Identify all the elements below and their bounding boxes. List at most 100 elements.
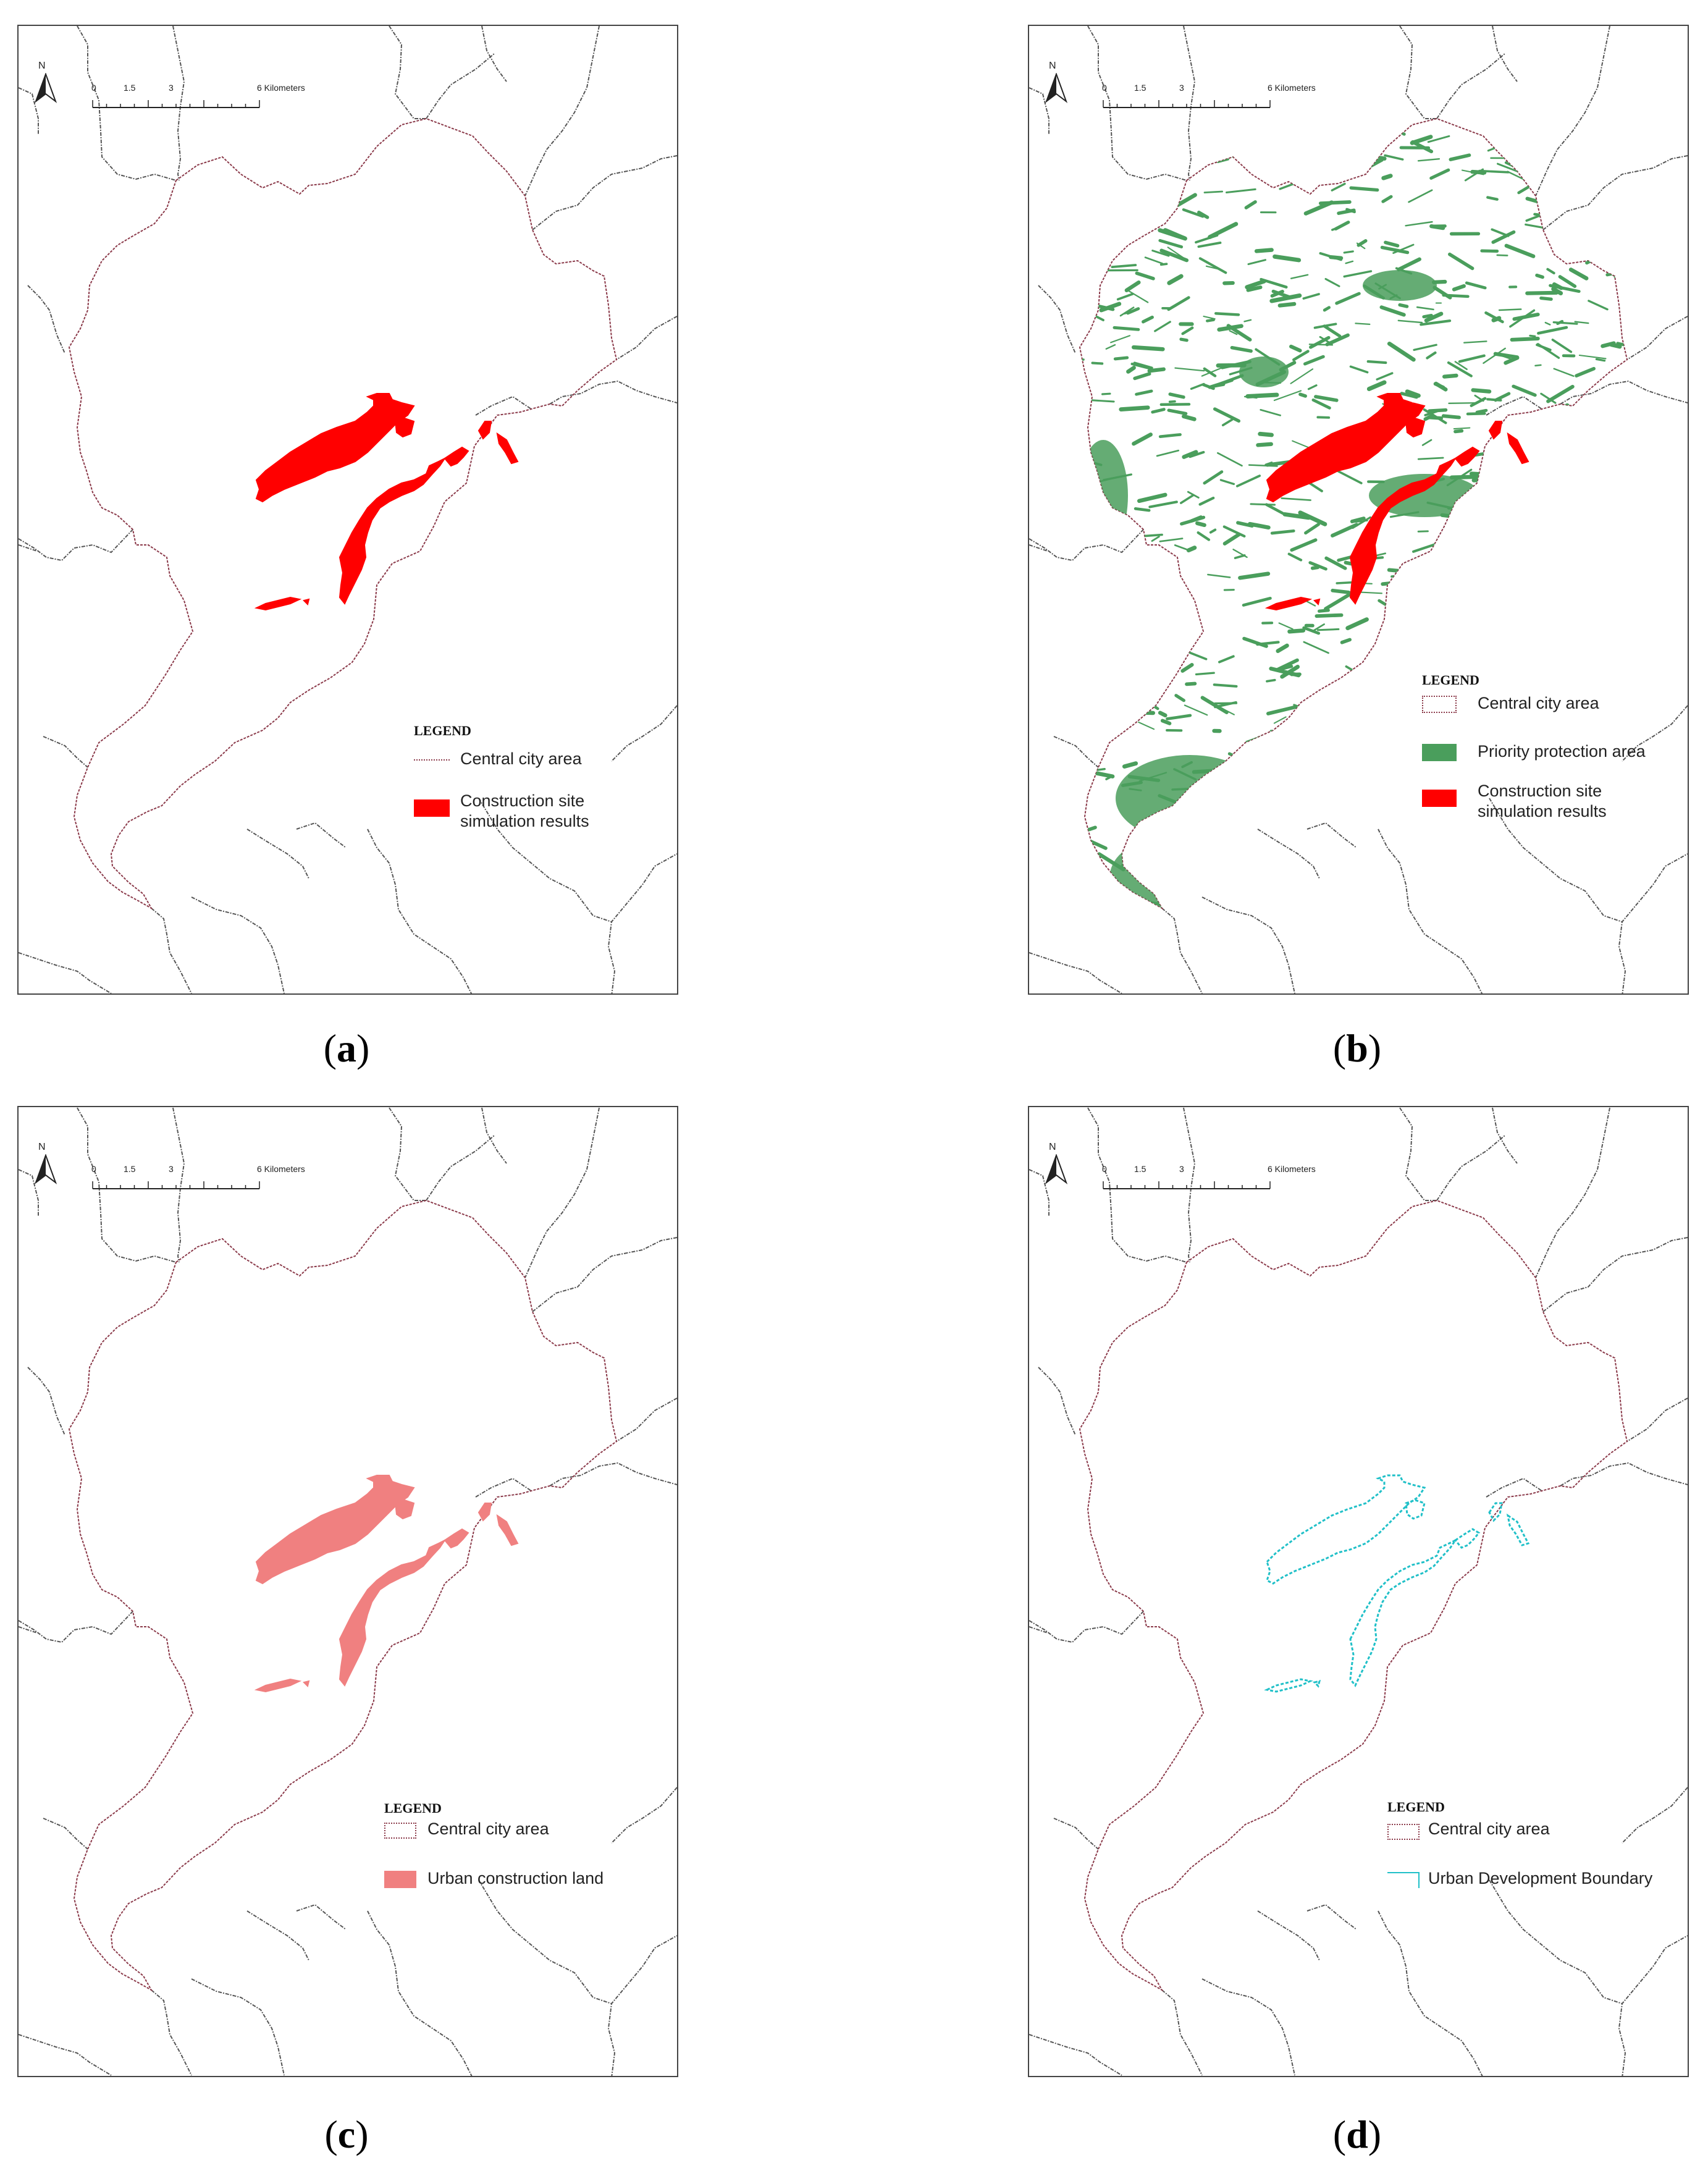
protection-patch [1583, 859, 1605, 869]
protection-patch [1469, 589, 1493, 605]
legend-item-central-city: Central city area [427, 1820, 549, 1838]
protection-patch [1355, 323, 1371, 326]
protection-patch [1100, 531, 1117, 539]
protection-patch [1324, 556, 1347, 570]
protection-patch [1134, 901, 1143, 906]
protection-patch [1575, 366, 1596, 378]
protection-patch [1510, 337, 1540, 342]
admin-boundary-line [172, 26, 185, 181]
protection-patch [1179, 647, 1208, 660]
protection-cluster [1109, 841, 1196, 908]
protection-patch [1553, 911, 1568, 912]
protection-patch [1219, 479, 1235, 486]
protection-patch [1269, 667, 1301, 678]
protection-patch [1408, 189, 1433, 203]
protection-patch [1621, 580, 1627, 583]
admin-boundary-line [1622, 705, 1688, 762]
admin-boundary-line [1489, 1879, 1623, 2004]
protection-patch [1343, 250, 1354, 254]
protection-patch [1318, 609, 1330, 613]
admin-boundary-line [1201, 1978, 1295, 2076]
admin-boundary-line [626, 155, 677, 172]
protection-patch [1095, 520, 1114, 525]
protection-patch [1189, 829, 1219, 835]
north-label: N [38, 1142, 46, 1152]
protection-patch [1322, 720, 1336, 726]
protection-patch [1424, 410, 1439, 416]
protection-patch [1246, 138, 1272, 146]
protection-patch [1334, 139, 1357, 148]
protection-patch [1525, 496, 1542, 502]
protection-patch [1570, 477, 1589, 483]
protection-patch [1358, 764, 1373, 773]
protection-patch [1082, 618, 1104, 630]
protection-patch [1463, 340, 1487, 344]
protection-patch [1554, 843, 1583, 861]
map-panel-b: N 0 1.5 3 6 Kilometers LEGEND Central ci… [1028, 25, 1689, 995]
protection-patch [1513, 733, 1526, 743]
protection-patch [1191, 822, 1199, 828]
protection-patch [1526, 767, 1546, 778]
protection-patch [1461, 169, 1484, 175]
protection-patch [1093, 609, 1110, 615]
protection-patch [1135, 271, 1155, 280]
admin-boundary-line [77, 26, 177, 181]
protection-patch [1512, 384, 1537, 397]
admin-boundary-line [367, 829, 473, 993]
protection-patch [1127, 290, 1149, 303]
protection-patch [1449, 474, 1482, 480]
protection-patch [1325, 841, 1339, 847]
protection-patch [1634, 724, 1660, 726]
protection-patch [1263, 767, 1274, 773]
north-arrow-icon [1045, 1154, 1068, 1184]
protection-patch [1519, 416, 1544, 422]
site-patch [1488, 421, 1503, 440]
admin-boundary-line [1637, 155, 1688, 172]
protection-patch [1546, 384, 1575, 403]
protection-patch [1491, 714, 1513, 728]
site-patch [477, 1503, 492, 1522]
protection-patch [1318, 200, 1352, 205]
legend-item-construction-sim: Construction site simulation results [1478, 782, 1607, 820]
protection-patch [1130, 362, 1153, 370]
site-patch [303, 598, 310, 605]
protection-patch [1292, 845, 1300, 851]
admin-boundary-line [191, 896, 285, 993]
protection-patch [1276, 643, 1289, 653]
protection-patch [1232, 549, 1248, 559]
caption-b: (b) [1332, 1026, 1382, 1070]
admin-boundary-line [616, 316, 677, 360]
protection-patch [1240, 772, 1273, 778]
protection-patch [1264, 503, 1285, 515]
protection-patch [1533, 442, 1542, 447]
admin-boundary-line [389, 1107, 426, 1201]
protection-patch [1137, 492, 1167, 504]
protection-patch [1493, 352, 1520, 360]
protection-patch [1256, 442, 1273, 447]
scalebar-label-1: 1.5 [1134, 83, 1146, 93]
protection-patch [1363, 797, 1374, 805]
scalebar-graphic [1103, 100, 1271, 108]
protection-patch [1505, 565, 1525, 577]
protection-patch [1625, 222, 1627, 235]
protection-patch [1573, 535, 1585, 541]
site-patch [496, 432, 519, 465]
protection-patch [1107, 659, 1119, 668]
protection-patch [1574, 515, 1594, 523]
site-patch [303, 1680, 310, 1687]
protection-patch [1310, 565, 1320, 570]
admin-boundary-line [389, 26, 426, 119]
protection-patch [1442, 903, 1459, 908]
protection-patch [1508, 665, 1523, 677]
protection-patch [1213, 683, 1238, 688]
protection-patch [1508, 119, 1536, 135]
protection-cluster [1363, 270, 1437, 301]
protection-patch [1113, 356, 1129, 361]
site-patch [1454, 446, 1480, 467]
protection-patch [1245, 279, 1266, 290]
protection-patch [1476, 581, 1497, 593]
protection-patch [1222, 533, 1241, 546]
protection-patch [1080, 125, 1086, 131]
protection-patch [1151, 536, 1160, 542]
admin-boundary-line [1626, 316, 1688, 360]
